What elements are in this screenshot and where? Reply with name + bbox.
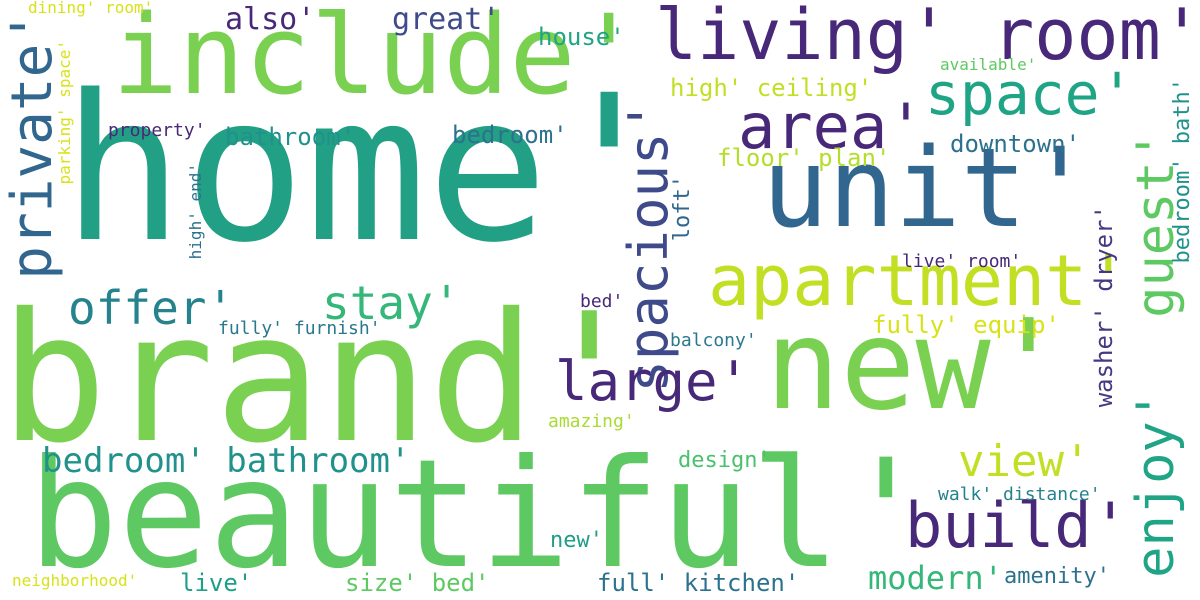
- word-live: live': [180, 569, 253, 597]
- word-enjoy: enjoy': [1126, 390, 1186, 578]
- word-fully-equip: fully' equip': [872, 311, 1060, 339]
- word-offer: offer': [68, 281, 235, 335]
- word-dining-room: dining' room': [28, 0, 154, 17]
- word-space: space': [925, 60, 1135, 128]
- word-property: property': [108, 120, 206, 141]
- word-bedroom-bath: bedroom' bath': [1170, 78, 1195, 264]
- word-brand: brand': [0, 275, 643, 482]
- word-build: build': [905, 489, 1129, 562]
- word-parking-space: parking' space': [55, 40, 74, 185]
- word-neighborhood: neighborhood': [12, 571, 138, 590]
- word-large: large': [555, 350, 751, 413]
- word-new: new': [765, 293, 1067, 438]
- word-unit: unit': [762, 124, 1094, 252]
- word-house: house': [538, 23, 625, 51]
- word-floor-plan: floor' plan': [717, 144, 891, 172]
- word-modern: modern': [868, 559, 1003, 597]
- word-home: home': [62, 51, 671, 287]
- word-bedroom-bathroom: bedroom' bathroom': [42, 441, 411, 481]
- word-area: area': [738, 90, 925, 163]
- word-bedroom: bedroom': [452, 121, 568, 149]
- word-apartment: apartment': [708, 240, 1130, 322]
- word-also: also': [225, 2, 316, 37]
- word-live-room: live' room': [902, 251, 1022, 272]
- word-available: available': [940, 55, 1037, 74]
- word-private: private': [0, 10, 65, 280]
- word-new: new': [550, 528, 603, 553]
- word-view: view': [958, 436, 1091, 487]
- word-bed: bed': [580, 291, 624, 312]
- word-high-end: high' end': [186, 163, 205, 260]
- word-amazing: amazing': [548, 411, 635, 432]
- word-walk-distance: walk' distance': [938, 484, 1101, 505]
- word-high-ceiling: high' ceiling': [670, 74, 873, 102]
- word-beautiful: beautiful': [28, 428, 932, 600]
- word-washer-dryer: washer' dryer': [1090, 205, 1118, 408]
- word-fully-furnish: fully' furnish': [218, 318, 381, 339]
- word-size-bed: size' bed': [345, 569, 490, 597]
- word-stay: stay': [322, 276, 461, 330]
- word-loft: loft': [670, 175, 695, 242]
- word-amenity: amenity': [1004, 564, 1110, 589]
- word-downtown: downtown': [950, 130, 1081, 158]
- word-living-room: living' room': [655, 0, 1200, 76]
- word-full-kitchen: full' kitchen': [597, 569, 800, 597]
- word-great: great': [392, 2, 501, 37]
- word-spacious: spacious': [617, 100, 680, 393]
- word-design: design': [678, 448, 771, 473]
- word-include: include': [112, 0, 642, 119]
- word-balcony: balcony': [670, 330, 757, 351]
- word-bathroom: bathroom': [225, 123, 356, 151]
